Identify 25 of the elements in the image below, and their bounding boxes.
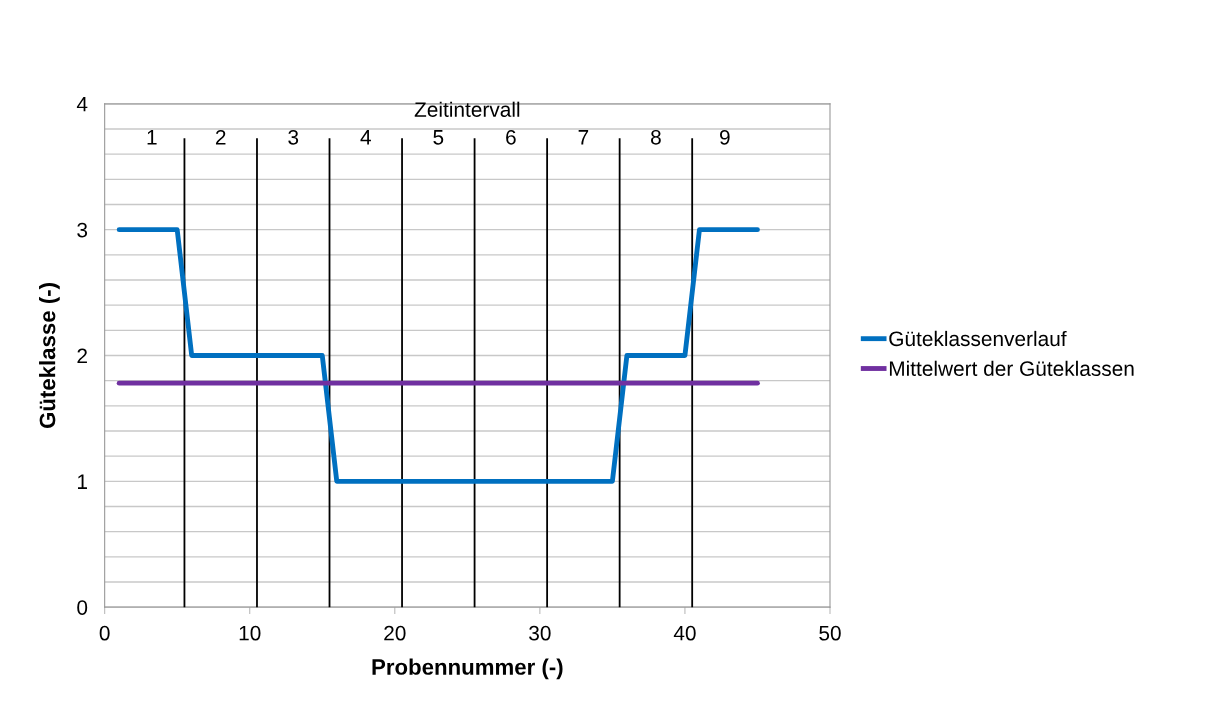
y-tick-label: 1 xyxy=(78,474,87,489)
annotation: 1 xyxy=(147,130,157,145)
annotation: 8 xyxy=(651,129,661,145)
y-tick-label: 3 xyxy=(77,222,88,238)
annotation: 3 xyxy=(288,129,299,145)
annotation: Zeitintervall xyxy=(414,101,520,117)
x-axis-title: Probennummer (-) xyxy=(372,658,563,680)
annotation: 6 xyxy=(506,129,516,145)
x-tick-label: 50 xyxy=(819,625,841,641)
y-tick-label: 4 xyxy=(76,97,88,112)
y-tick-label: 0 xyxy=(77,600,88,615)
x-tick-label: 30 xyxy=(529,625,551,641)
x-tick-label: 0 xyxy=(99,625,110,641)
x-tick-label: 40 xyxy=(673,625,696,641)
x-tick-label: 10 xyxy=(239,625,261,641)
y-axis-title: Güteklasse (-) xyxy=(39,283,60,429)
y-tick-label: 2 xyxy=(77,348,87,364)
legend-label: Mittelwert der Güteklassen xyxy=(889,360,1134,377)
annotation: 2 xyxy=(215,129,226,145)
legend-label: Güteklassenverlauf xyxy=(889,330,1067,347)
annotation: 4 xyxy=(360,130,371,145)
annotation: 7 xyxy=(578,130,589,145)
annotation: 9 xyxy=(720,129,730,145)
annotation: 5 xyxy=(433,130,444,145)
x-tick-label: 20 xyxy=(384,625,406,641)
